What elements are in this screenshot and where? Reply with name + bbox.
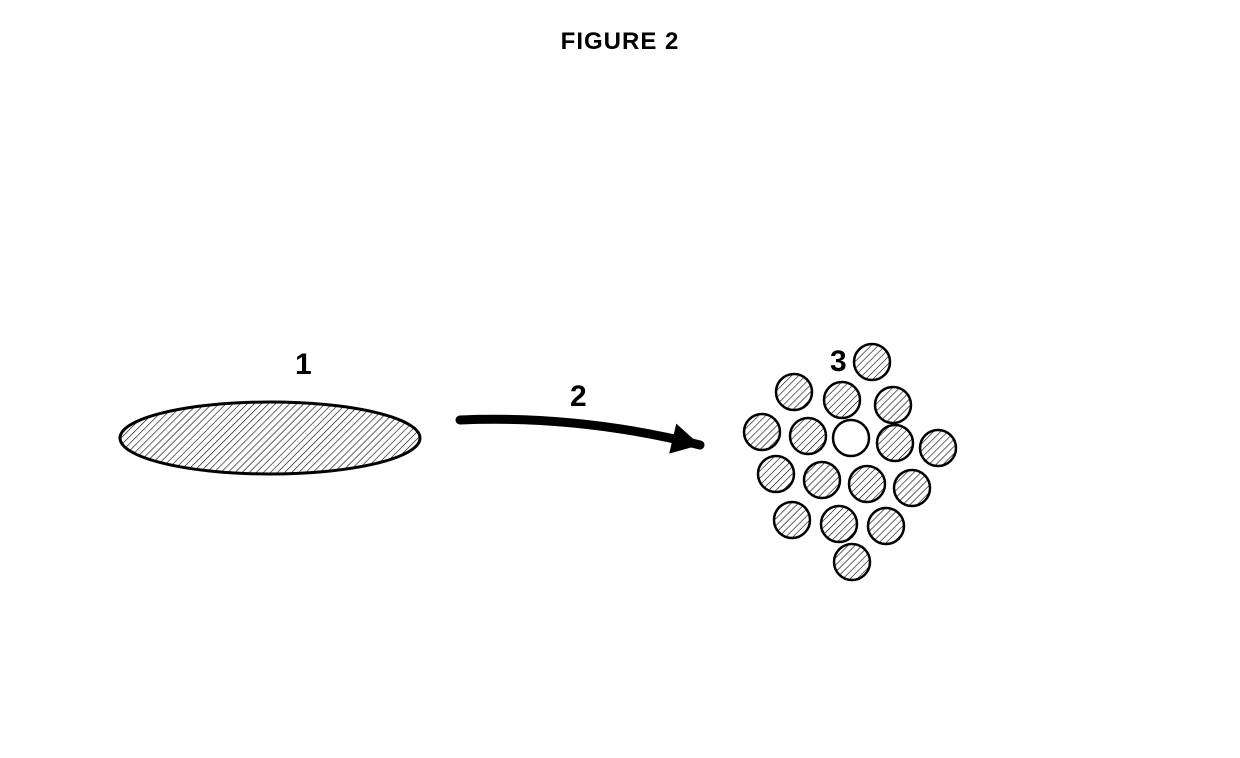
cluster-circle-12 [894,470,930,506]
cluster-circle-11 [849,466,885,502]
label-1: 1 [295,348,312,382]
cluster-circle-14 [821,506,857,542]
cluster-circle-6 [833,420,869,456]
cluster-circle-2 [824,382,860,418]
label-2: 2 [570,380,587,414]
cluster-circle-1 [776,374,812,410]
label-3: 3 [830,345,847,379]
cluster-circle-16 [834,544,870,580]
cluster-circle-13 [774,502,810,538]
cluster-circle-5 [790,418,826,454]
cluster-circle-9 [758,456,794,492]
cluster-circle-8 [920,430,956,466]
transform-arrow [460,419,700,453]
cluster-circle-0 [854,344,890,380]
figure-svg [0,0,1240,758]
cluster-circle-3 [875,387,911,423]
cluster-circle-7 [877,425,913,461]
cluster-circle-10 [804,462,840,498]
circle-cluster [744,344,956,580]
source-ellipse [120,402,420,474]
cluster-circle-15 [868,508,904,544]
cluster-circle-4 [744,414,780,450]
